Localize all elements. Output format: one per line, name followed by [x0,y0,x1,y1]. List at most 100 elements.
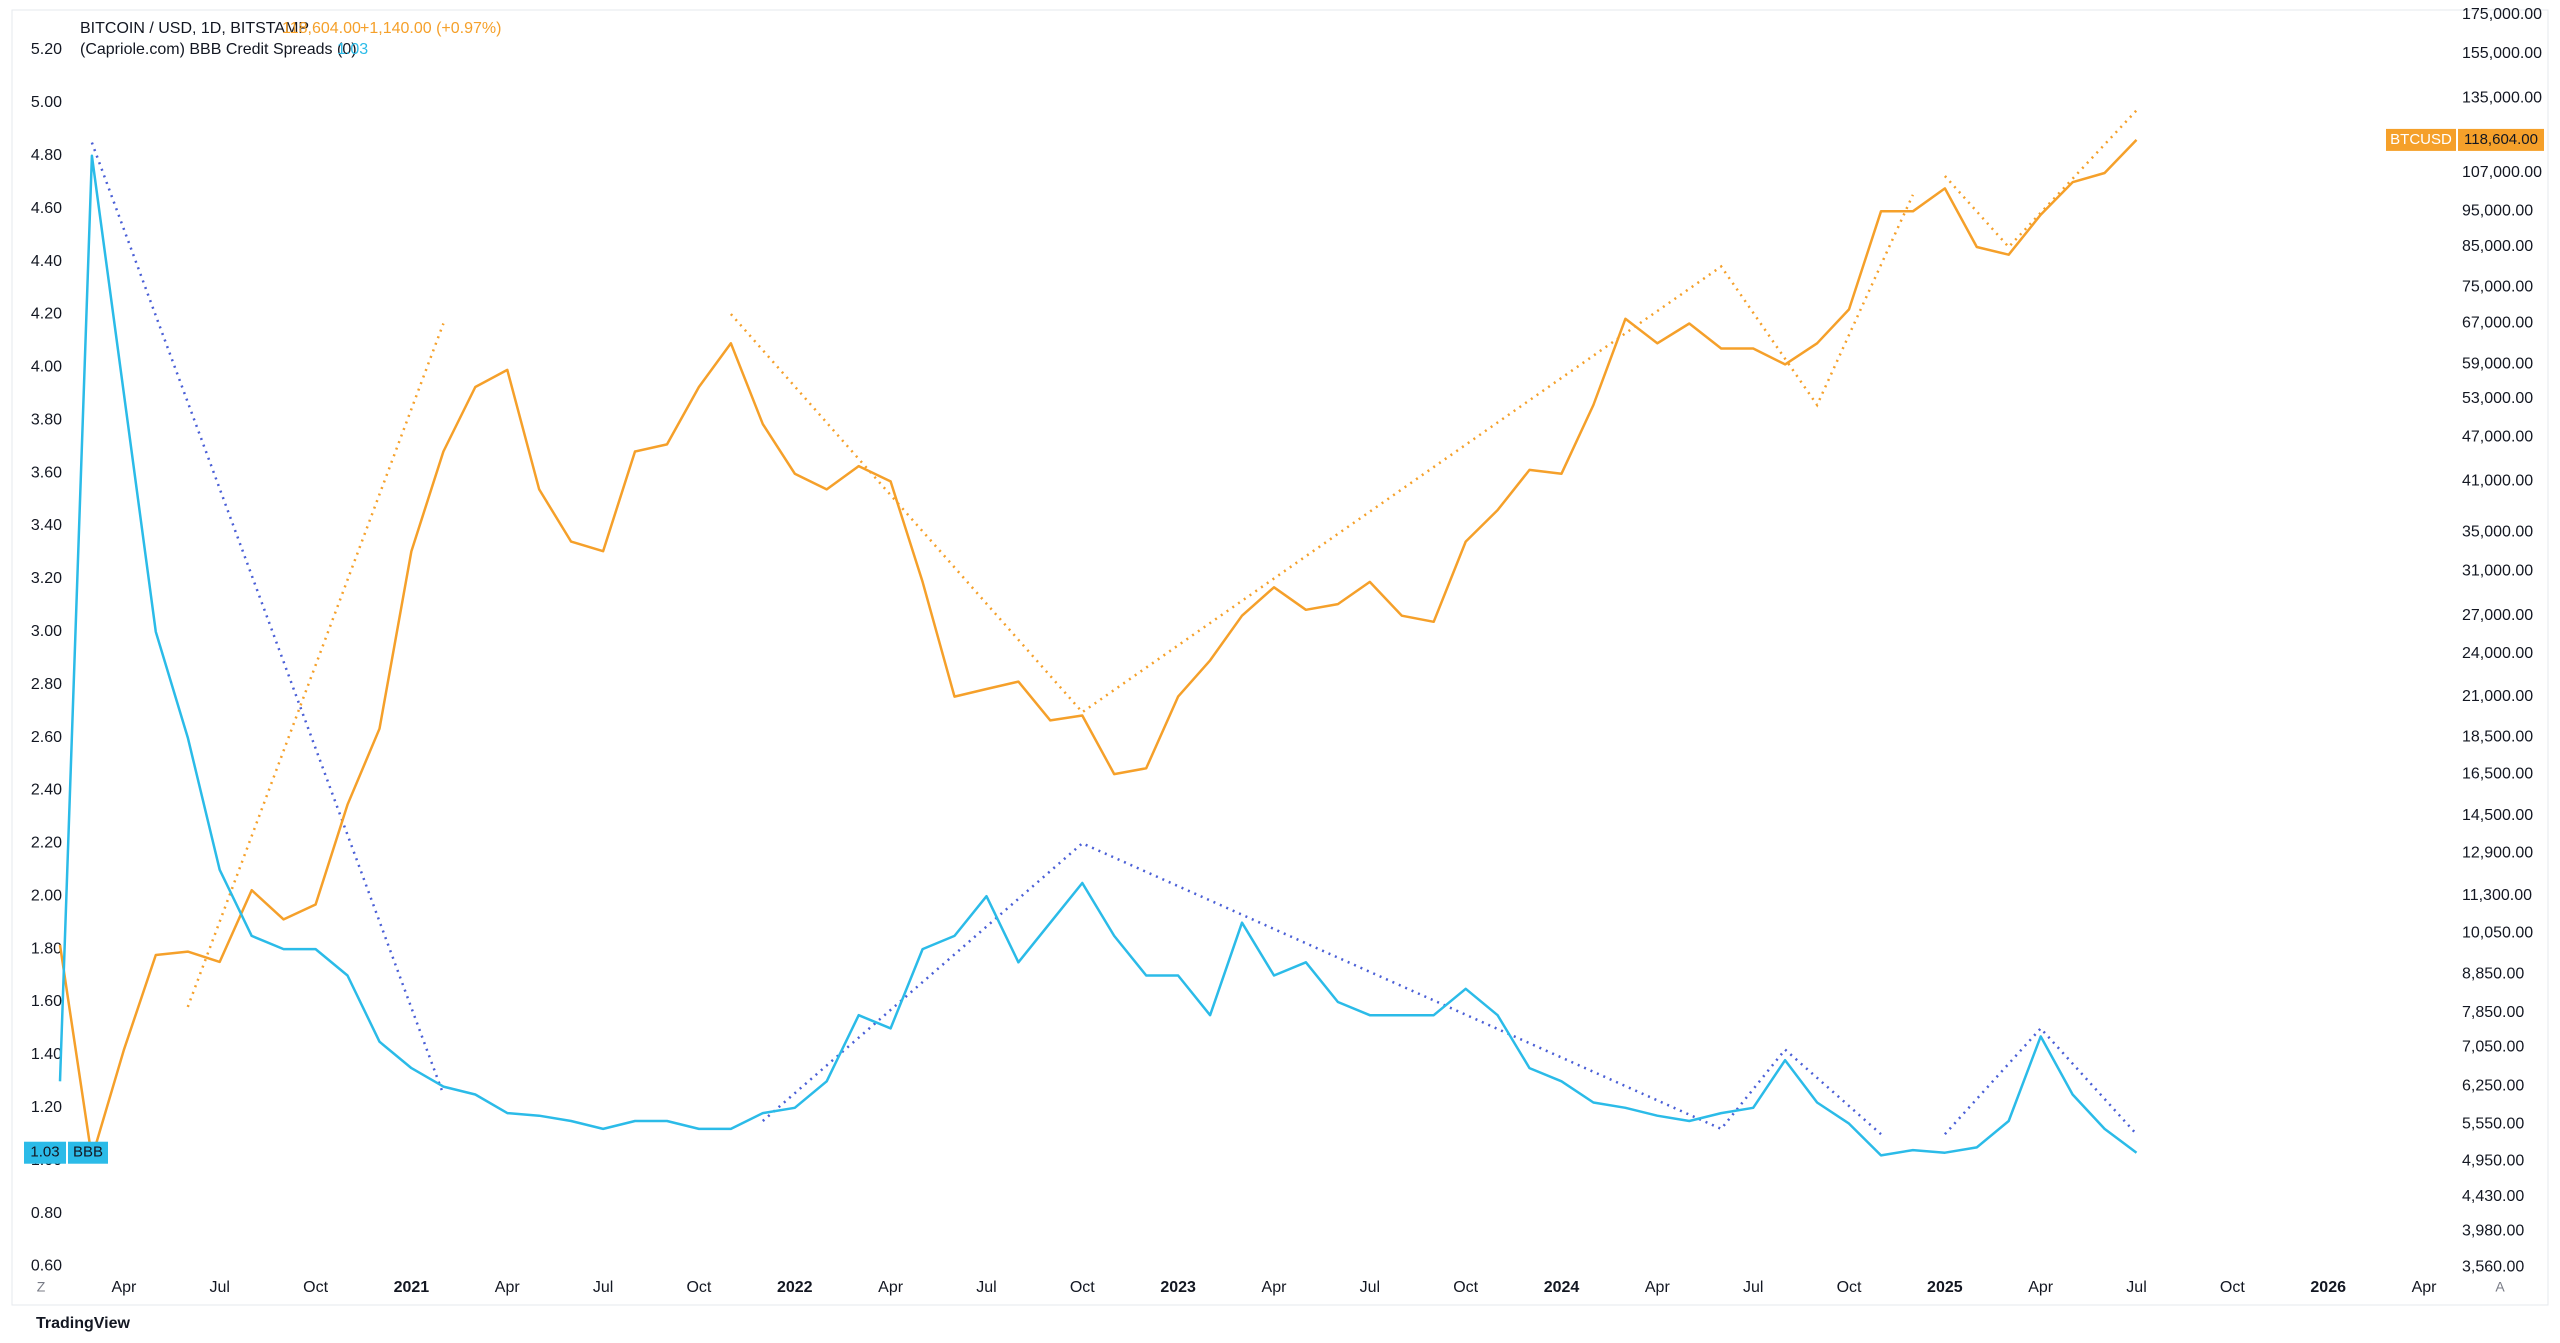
y-tick-label: 1.60 [31,993,62,1010]
y2-tick-label: 35,000.00 [2462,524,2533,541]
x-tick-label: Oct [303,1279,328,1296]
indicator-value: 1.03 [337,41,368,58]
x-tick-label: 2025 [1927,1279,1963,1296]
chart-frame [11,9,2549,1306]
y-tick-label: 0.60 [31,1258,62,1275]
x-tick-label: Apr [2412,1279,2438,1296]
y2-tick-label: 8,850.00 [2462,966,2524,983]
y2-tick-label: 3,980.00 [2462,1223,2524,1240]
x-tick-label: Apr [1645,1279,1671,1296]
x-tick-label: Apr [1262,1279,1288,1296]
y-tick-label: 2.20 [31,835,62,852]
x-tick-label: Jul [2126,1279,2146,1296]
y-tick-label: 2.80 [31,676,62,693]
y2-tick-label: 135,000.00 [2462,89,2542,106]
y2-tick-label: 4,430.00 [2462,1188,2524,1205]
x-tick-label: 2022 [777,1279,813,1296]
price: 118,604.00 [282,20,361,37]
x-tick-label: Oct [2220,1279,2245,1296]
value-badge-label: 1.03 [30,1144,59,1161]
y-tick-label: 1.40 [31,1046,62,1063]
y2-tick-label: 47,000.00 [2462,429,2533,446]
y-tick-label: 4.80 [31,147,62,164]
value-badge [2458,128,2544,151]
y-tick-label: 4.00 [31,359,62,376]
y2-tick-label: 85,000.00 [2462,238,2533,255]
x-tick-label: Apr [2028,1279,2054,1296]
y2-tick-label: 4,950.00 [2462,1152,2524,1169]
change: +1,140.00 (+0.97%) [360,20,501,37]
name-badge [2386,128,2456,151]
name-badge-label: BTCUSD [2390,131,2452,148]
trend-line [186,323,445,1008]
value-badge-label: 118,604.00 [2464,131,2538,148]
y-tick-label: 5.20 [31,41,62,58]
y-tick-label: 2.60 [31,729,62,746]
chart-title: BITCOIN / USD, 1D, BITSTAMP [80,20,309,37]
y2-tick-label: 155,000.00 [2462,45,2542,62]
x-tick-label: Jul [1743,1279,1763,1296]
y-tick-label: 3.40 [31,517,62,534]
name-badge [68,1141,108,1164]
y2-tick-label: 21,000.00 [2462,688,2533,705]
y2-tick-label: 41,000.00 [2462,473,2533,490]
y-tick-label: 3.60 [31,464,62,481]
y2-tick-label: 5,550.00 [2462,1116,2524,1133]
y2-tick-label: 31,000.00 [2462,563,2533,580]
y2-tick-label: 75,000.00 [2462,278,2533,295]
trend-line [761,841,1882,1136]
y2-tick-label: 95,000.00 [2462,202,2533,219]
x-tick-label: Apr [878,1279,904,1296]
trend-line [90,142,445,1095]
x-tick-label: Oct [1070,1279,1095,1296]
y2-tick-label: 6,250.00 [2462,1077,2524,1094]
y-tick-label: 2.00 [31,887,62,904]
y2-tick-label: 16,500.00 [2462,765,2533,782]
y-tick-label: 1.80 [31,940,62,957]
x-tick-label: Oct [1837,1279,1862,1296]
y2-tick-label: 14,500.00 [2462,807,2533,824]
series-line [58,154,2138,1157]
x-tick-label: Jul [1360,1279,1380,1296]
y-tick-label: 4.20 [31,306,62,323]
y-tick-label: 3.00 [31,623,62,640]
x-tick-label: 2023 [1160,1279,1196,1296]
x-tick-label: 2021 [394,1279,430,1296]
y2-tick-label: 67,000.00 [2462,315,2533,332]
x-tick-label: Jul [593,1279,613,1296]
y2-tick-label: 11,300.00 [2462,887,2532,904]
indicator-name: (Capriole.com) BBB Credit Spreads (0) [80,41,357,58]
y-tick-label: 3.20 [31,570,62,587]
y-tick-label: 5.00 [31,94,62,111]
value-badge [24,1141,66,1164]
y-tick-label: 3.80 [31,411,62,428]
logo: TradingView [36,1315,131,1332]
y-tick-label: 1.20 [31,1099,62,1116]
y-tick-label: 0.80 [31,1205,62,1222]
left-button[interactable]: Z [37,1279,46,1295]
y2-tick-label: 18,500.00 [2462,729,2533,746]
x-tick-label: Apr [111,1279,137,1296]
name-badge-label: BBB [73,1144,103,1161]
y2-tick-label: 12,900.00 [2462,844,2533,861]
y2-tick-label: 107,000.00 [2462,164,2542,181]
trend-line [729,194,1915,714]
y2-tick-label: 10,050.00 [2462,925,2533,942]
x-tick-label: 2024 [1544,1279,1580,1296]
y2-tick-label: 53,000.00 [2462,390,2533,407]
x-tick-label: Jul [976,1279,996,1296]
y-tick-label: 2.40 [31,782,62,799]
y2-tick-label: 24,000.00 [2462,645,2533,662]
y2-tick-label: 7,850.00 [2462,1004,2524,1021]
y2-tick-label: 175,000.00 [2462,6,2542,23]
series-line [58,139,2138,1160]
y-tick-label: 4.60 [31,200,62,217]
x-tick-label: Jul [210,1279,230,1296]
y-tick-label: 4.40 [31,253,62,270]
right-button[interactable]: A [2495,1279,2505,1295]
y2-tick-label: 3,560.00 [2462,1258,2524,1275]
y2-tick-label: 59,000.00 [2462,356,2533,373]
x-tick-label: 2026 [2310,1279,2346,1296]
